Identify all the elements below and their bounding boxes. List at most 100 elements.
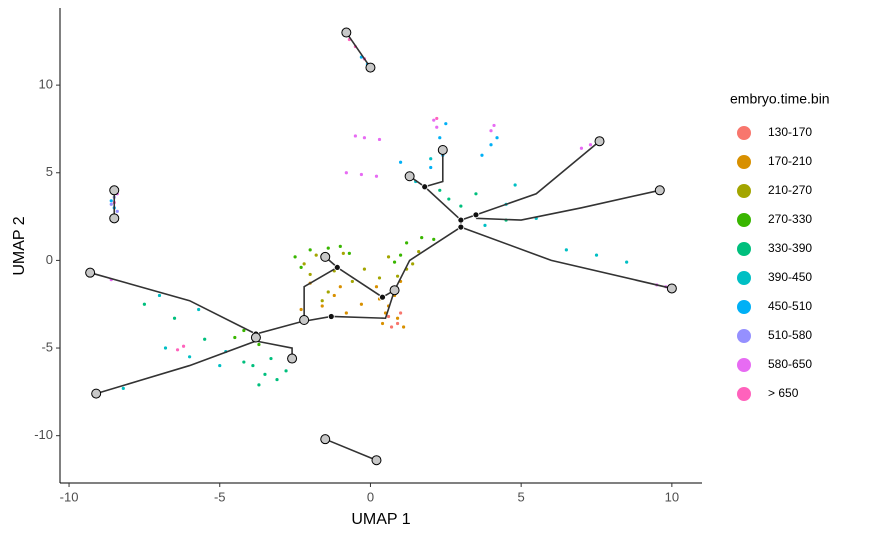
point	[398, 253, 403, 257]
point	[338, 285, 342, 289]
trajectory-node	[404, 171, 415, 182]
point	[438, 188, 442, 192]
point	[420, 236, 424, 240]
point	[257, 342, 261, 347]
branch-point	[333, 264, 341, 271]
point	[444, 122, 448, 126]
branch-point	[472, 211, 480, 219]
point	[429, 157, 433, 161]
point	[347, 251, 351, 255]
point	[459, 204, 463, 208]
point	[299, 307, 303, 312]
point	[389, 325, 394, 329]
point	[308, 248, 312, 252]
trajectory-node	[320, 251, 331, 262]
branch-point	[457, 223, 465, 231]
point	[344, 311, 348, 315]
point	[395, 274, 400, 278]
trajectory-node	[320, 434, 331, 445]
point	[438, 136, 442, 140]
point	[405, 241, 409, 245]
legend-label: 270-330	[768, 212, 812, 226]
point	[257, 383, 261, 387]
legend-swatch	[737, 387, 751, 401]
point	[203, 337, 207, 341]
point	[163, 346, 168, 350]
point	[480, 153, 484, 157]
point	[579, 146, 584, 150]
legend-label: 210-270	[768, 183, 812, 197]
point	[435, 116, 439, 121]
trajectory-node	[654, 185, 665, 196]
point	[188, 355, 192, 359]
point	[197, 307, 201, 312]
point	[489, 129, 493, 133]
point	[338, 244, 342, 248]
trajectory-node	[365, 62, 376, 73]
trajectory-node	[250, 332, 261, 343]
point	[218, 363, 222, 368]
x-tick-label: -10	[60, 489, 79, 504]
point	[109, 202, 113, 206]
point	[392, 260, 397, 264]
legend-label: 170-210	[768, 154, 812, 168]
trajectory	[424, 149, 444, 188]
branch-point	[421, 183, 429, 191]
point	[275, 377, 279, 382]
trajectory-node	[341, 27, 352, 38]
point	[447, 197, 451, 201]
point	[432, 237, 436, 241]
legend-label: 330-390	[768, 241, 812, 255]
point	[395, 321, 400, 326]
point	[314, 253, 318, 257]
x-tick-label: 0	[367, 489, 374, 504]
point	[344, 171, 348, 175]
point	[386, 255, 391, 259]
point	[380, 321, 385, 326]
legend-swatch	[737, 300, 751, 314]
legend-swatch	[737, 358, 751, 372]
point	[625, 260, 629, 264]
y-tick-label: -10	[34, 427, 53, 442]
trajectory	[409, 175, 462, 228]
point	[429, 165, 433, 170]
legend-label: 580-650	[768, 357, 812, 371]
trajectory-node	[299, 314, 310, 325]
point	[489, 143, 493, 147]
point	[495, 136, 499, 140]
trajectory	[95, 340, 293, 395]
legend-label: > 650	[768, 386, 799, 400]
trajectory	[460, 226, 673, 290]
legend-swatch	[737, 213, 751, 227]
point	[374, 174, 379, 178]
trajectory-node	[437, 144, 448, 155]
point	[402, 325, 406, 329]
trajectory	[460, 140, 601, 221]
branch-point	[457, 216, 465, 224]
x-tick-label: 10	[665, 489, 679, 504]
legend-swatch	[737, 155, 751, 169]
trajectory	[89, 271, 396, 335]
trajectory	[303, 226, 462, 324]
point	[353, 134, 357, 138]
point	[398, 311, 403, 315]
point	[362, 136, 367, 140]
point	[284, 369, 288, 373]
point	[326, 246, 330, 250]
trajectory-node	[371, 455, 382, 466]
point	[320, 304, 324, 308]
legend-swatch	[737, 329, 751, 343]
point	[332, 293, 336, 298]
point	[142, 302, 146, 306]
legend-swatch	[737, 271, 751, 285]
point	[483, 223, 487, 227]
point	[362, 267, 367, 271]
y-tick-label: 0	[46, 252, 53, 267]
x-tick-label: -5	[214, 489, 226, 504]
point	[432, 118, 436, 122]
trajectory-node	[85, 267, 96, 278]
trajectory-node	[287, 353, 298, 364]
legend-label: 510-580	[768, 328, 812, 342]
point	[513, 183, 517, 187]
